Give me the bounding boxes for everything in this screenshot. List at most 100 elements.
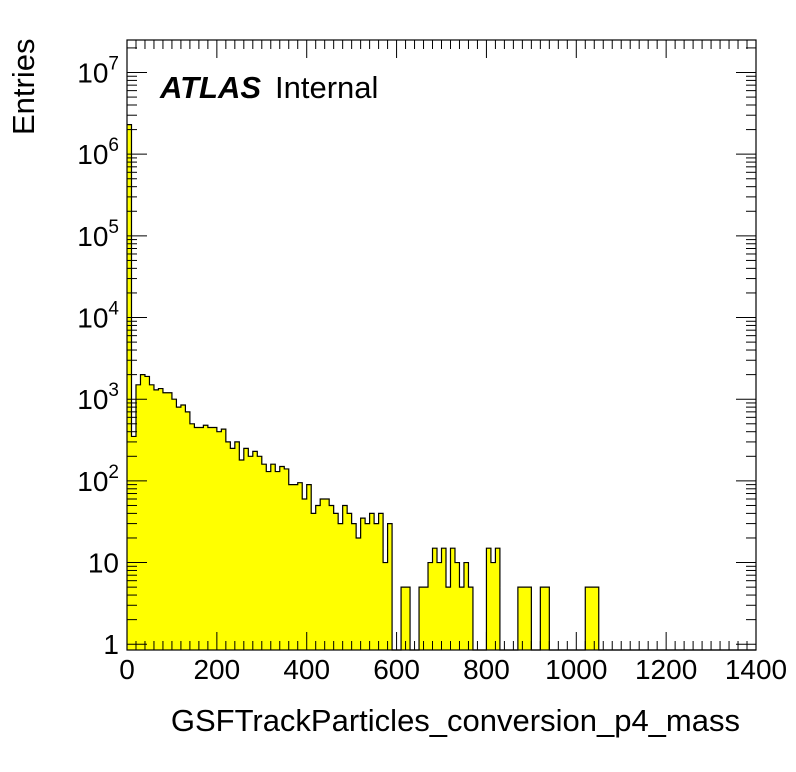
y-tick-label: 107: [77, 54, 119, 89]
x-tick-label: 800: [463, 654, 510, 685]
histogram-bar: [180, 404, 186, 650]
histogram-bar: [144, 376, 150, 650]
histogram-bar: [468, 587, 474, 650]
histogram-bar: [495, 548, 501, 650]
histogram-bar: [365, 523, 371, 650]
histogram-bar: [589, 587, 595, 650]
histogram-bar: [311, 513, 317, 650]
histogram-bar: [463, 562, 469, 650]
histogram-bar: [140, 374, 146, 650]
x-tick-label: 200: [193, 654, 240, 685]
y-tick-label: 104: [77, 299, 119, 334]
x-tick-label: 400: [283, 654, 330, 685]
histogram-bar: [162, 392, 168, 650]
histogram-bar: [428, 562, 433, 650]
histogram-bar: [189, 423, 195, 650]
histogram-bar: [239, 460, 245, 650]
atlas-status-label: Internal: [275, 70, 379, 105]
histogram-bar: [153, 389, 159, 650]
histogram-bar: [203, 425, 209, 650]
x-tick-label: 1400: [725, 654, 787, 685]
histogram-bar: [329, 505, 335, 650]
histogram-bar: [490, 562, 496, 650]
histogram-bar: [378, 513, 384, 650]
histogram-bar: [387, 523, 393, 650]
histogram-bar: [234, 441, 240, 650]
histogram-bar: [486, 548, 492, 650]
histogram-bar: [167, 392, 173, 650]
y-tick-label: 105: [77, 217, 119, 252]
histogram-bar: [333, 513, 339, 650]
histogram-bar: [243, 448, 249, 650]
histogram-bar: [423, 587, 429, 650]
histogram-bar: [324, 499, 330, 650]
histogram-bar: [284, 468, 290, 650]
histogram-bar: [176, 407, 182, 650]
histogram-bar: [454, 562, 460, 650]
histogram-bar: [212, 427, 218, 650]
histogram-bar: [149, 384, 155, 650]
histogram-bar: [356, 537, 362, 650]
histogram-bar: [594, 587, 600, 650]
histogram-bar: [135, 384, 141, 650]
x-tick-label: 1200: [635, 654, 697, 685]
histogram-bar: [526, 587, 532, 650]
y-tick-label: 106: [77, 135, 119, 170]
histogram-bar: [221, 429, 227, 650]
histogram-bar: [306, 484, 312, 650]
histogram-bar: [351, 523, 357, 650]
x-tick-label: 600: [373, 654, 420, 685]
histogram-bar: [297, 482, 303, 650]
histogram-bar: [185, 411, 191, 650]
y-tick-label: 102: [77, 462, 119, 497]
histogram-bar: [522, 587, 528, 650]
histogram-bar: [230, 448, 236, 650]
bars-group: [127, 124, 600, 650]
histogram-bar: [293, 484, 299, 650]
histogram-bar: [459, 587, 465, 650]
histogram-bar: [450, 548, 456, 650]
histogram-bar: [544, 587, 550, 650]
histogram-bar: [248, 456, 254, 650]
histogram-bar: [270, 464, 276, 650]
histogram-bar: [383, 562, 388, 650]
histogram-bar: [419, 587, 424, 650]
histogram-bar: [401, 587, 406, 650]
histogram-bar: [405, 587, 411, 650]
atlas-label: ATLAS Internal: [160, 70, 378, 106]
histogram-bar: [216, 431, 222, 650]
histogram-bar: [338, 523, 344, 650]
histogram-bar: [342, 505, 348, 650]
histogram-bar: [158, 388, 164, 650]
histogram-bar: [261, 464, 267, 650]
histogram-bar: [445, 587, 451, 650]
histogram-bar: [374, 523, 379, 650]
histogram-bar: [441, 548, 447, 650]
histogram-bar: [540, 587, 546, 650]
histogram-bar: [275, 471, 281, 650]
x-axis: 0 200 400 600 800 1000 1200 1400: [119, 40, 787, 685]
y-tick-label: 103: [77, 380, 119, 415]
x-tick-label: 0: [119, 654, 135, 685]
histogram-bar: [517, 587, 523, 650]
histogram-bar: [257, 456, 263, 650]
histogram-bar: [171, 399, 177, 650]
histogram-bar: [585, 587, 591, 650]
histogram-bar: [198, 427, 204, 650]
x-tick-label: 1000: [545, 654, 607, 685]
histogram-bar: [207, 427, 213, 650]
histogram-bar: [288, 484, 294, 650]
histogram-bar: [437, 562, 442, 650]
y-axis-title: Entries: [6, 38, 41, 135]
histogram-outline: [127, 124, 756, 651]
histogram-bar: [225, 441, 231, 650]
histogram-bar: [131, 436, 137, 650]
histogram-bar: [432, 548, 438, 650]
histogram-bar: [369, 513, 375, 650]
histogram-bar: [320, 499, 326, 650]
histogram-bar: [360, 518, 366, 650]
y-axis: 1 10 102 103 104 105 106 107: [77, 47, 756, 660]
atlas-experiment-label: ATLAS: [160, 70, 262, 105]
histogram-bar: [302, 499, 308, 650]
